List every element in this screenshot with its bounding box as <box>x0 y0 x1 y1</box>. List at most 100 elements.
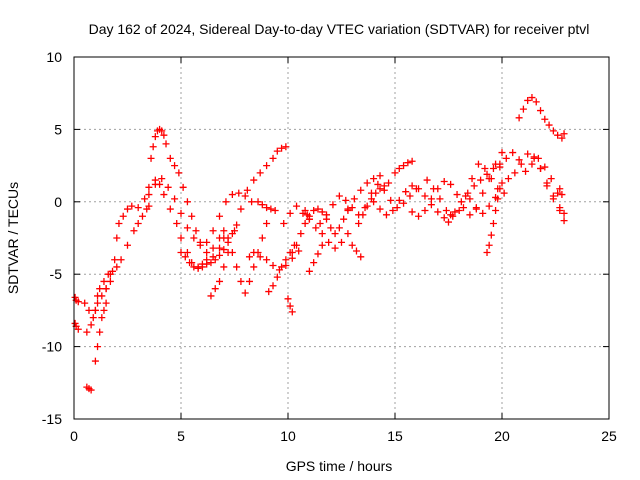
data-point <box>177 234 185 242</box>
data-point <box>537 164 545 172</box>
data-point <box>102 285 110 293</box>
data-point <box>134 204 142 212</box>
data-point <box>151 180 159 188</box>
data-point <box>250 263 258 271</box>
data-point <box>269 282 277 290</box>
data-point <box>357 186 365 194</box>
data-point <box>400 162 408 170</box>
data-point <box>160 191 168 199</box>
series-track-x <box>348 241 365 261</box>
data-point <box>372 189 380 197</box>
data-point <box>171 162 179 170</box>
data-point <box>286 209 294 217</box>
data-point <box>338 238 345 246</box>
data-point <box>318 241 326 249</box>
data-point <box>115 220 123 228</box>
data-point <box>318 230 326 238</box>
data-point <box>352 247 360 255</box>
series-track-v <box>344 172 384 213</box>
data-point <box>145 183 153 191</box>
data-point <box>216 277 224 285</box>
data-point <box>186 259 194 267</box>
data-point <box>216 244 224 252</box>
data-point <box>175 169 183 177</box>
data-points-layer <box>71 94 568 394</box>
data-point <box>382 211 390 219</box>
data-point <box>119 212 127 220</box>
data-point <box>241 289 249 297</box>
data-point <box>160 131 168 139</box>
data-point <box>376 172 384 180</box>
data-point <box>293 241 301 249</box>
data-point <box>106 277 114 285</box>
data-point <box>89 314 97 322</box>
data-point <box>464 189 472 197</box>
data-point <box>305 267 313 275</box>
data-point <box>479 189 487 197</box>
data-point <box>558 191 566 199</box>
data-point <box>496 163 504 171</box>
data-point <box>395 164 403 172</box>
data-point <box>295 247 303 255</box>
data-point <box>305 215 313 223</box>
data-point <box>400 199 408 207</box>
data-point <box>556 204 564 212</box>
x-tick-label: 10 <box>280 428 296 444</box>
data-point <box>288 248 296 256</box>
data-point <box>517 160 525 168</box>
data-point <box>487 231 495 239</box>
data-point <box>479 209 487 217</box>
series-track-t <box>301 206 313 223</box>
data-point <box>158 127 166 135</box>
data-point <box>203 260 211 268</box>
data-point <box>113 234 121 242</box>
data-point <box>470 182 478 190</box>
x-tick-label: 20 <box>494 428 510 444</box>
data-point <box>254 198 262 206</box>
data-point <box>286 302 294 310</box>
data-point <box>489 164 497 172</box>
data-point <box>421 192 429 200</box>
data-point <box>492 206 500 214</box>
data-point <box>190 263 198 271</box>
data-point <box>248 198 256 206</box>
data-point <box>310 259 318 267</box>
y-tick-label: 0 <box>54 194 62 210</box>
series-track-h <box>147 125 228 261</box>
data-point <box>335 224 343 232</box>
data-point <box>96 285 104 293</box>
data-point <box>515 156 523 164</box>
plot-frame <box>73 56 610 420</box>
data-point <box>297 230 305 238</box>
y-tick-label: 10 <box>46 49 62 65</box>
data-point <box>183 198 191 206</box>
data-point <box>500 189 508 197</box>
data-point <box>376 185 384 193</box>
data-point <box>87 321 95 329</box>
data-point <box>196 241 204 249</box>
data-point <box>203 248 211 256</box>
data-point <box>519 105 527 113</box>
data-point <box>389 206 397 214</box>
data-point <box>138 212 146 220</box>
data-point <box>528 94 536 102</box>
data-point <box>102 299 110 307</box>
data-point <box>385 179 393 187</box>
data-point <box>96 328 104 336</box>
data-point <box>474 160 482 168</box>
data-point <box>113 263 121 271</box>
data-point <box>483 170 491 178</box>
data-point <box>442 206 450 214</box>
series-track-o <box>265 241 298 296</box>
series-track-n <box>254 198 279 214</box>
data-point <box>549 127 557 135</box>
y-tick-label: -5 <box>50 266 63 282</box>
data-point <box>145 191 153 199</box>
grid-layer <box>74 57 609 419</box>
data-point <box>547 175 555 183</box>
data-point <box>85 306 93 314</box>
data-point <box>130 227 138 235</box>
data-point <box>511 169 519 177</box>
data-point <box>134 220 142 228</box>
data-point <box>558 134 566 142</box>
